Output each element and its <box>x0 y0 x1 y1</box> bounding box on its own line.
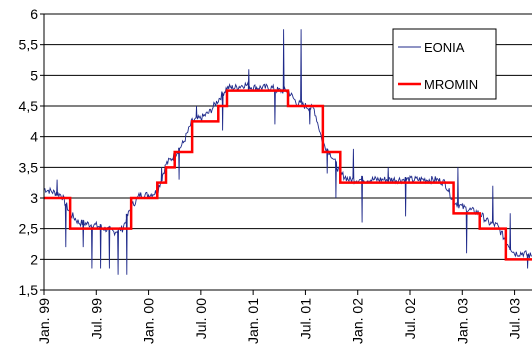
y-tick-label: 4,5 <box>19 98 39 114</box>
x-tick-label: Jan. 99 <box>36 298 52 344</box>
x-tick-label: Jan. 02 <box>350 298 366 344</box>
legend-label-eonia: EONIA <box>424 40 465 55</box>
y-tick-label: 6 <box>30 6 38 22</box>
y-tick-label: 5,5 <box>19 37 39 53</box>
y-axis-ticks: 1,5 2 2,5 3 3,5 4 4,5 5 5,5 6 <box>19 6 44 298</box>
x-tick-label: Jul. 00 <box>193 298 209 339</box>
legend-label-mromin: MROMIN <box>424 77 478 92</box>
x-tick-label: Jan. 03 <box>454 298 470 344</box>
y-tick-label: 2 <box>30 251 38 267</box>
mromin-line <box>44 89 532 261</box>
x-axis-ticks: Jan. 99 Jul. 99 Jan. 00 Jul. 00 Jan. 01 Jul. … <box>36 290 523 344</box>
x-tick-label: Jan. 00 <box>141 298 157 344</box>
legend: EONIA MROMIN <box>392 28 497 100</box>
y-tick-label: 3 <box>30 190 38 206</box>
y-tick-label: 1,5 <box>19 282 39 298</box>
axes <box>43 14 532 291</box>
y-tick-label: 4 <box>30 129 38 145</box>
y-tick-label: 5 <box>30 67 38 83</box>
series-layer <box>43 29 532 275</box>
x-tick-label: Jul. 02 <box>402 298 418 339</box>
y-tick-label: 3,5 <box>19 159 39 175</box>
legend-box <box>392 28 497 100</box>
x-tick-label: Jul. 01 <box>297 298 313 339</box>
y-tick-label: 2,5 <box>19 221 39 237</box>
x-tick-label: Jul. 03 <box>507 298 523 339</box>
x-tick-label: Jul. 99 <box>88 298 104 339</box>
x-tick-label: Jan. 01 <box>245 298 261 344</box>
